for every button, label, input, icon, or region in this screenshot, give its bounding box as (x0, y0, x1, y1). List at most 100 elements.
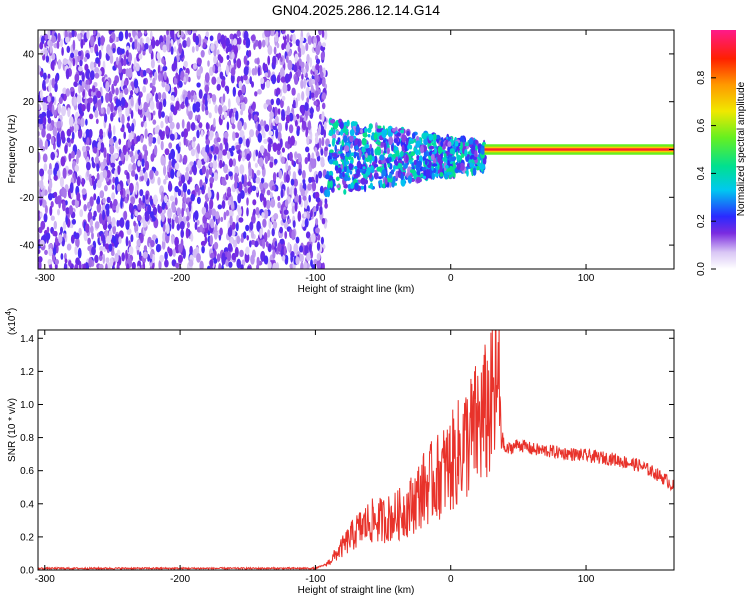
spectrogram-cell (120, 197, 123, 209)
spectrogram-cell (207, 60, 210, 67)
spectrogram-cell (321, 262, 325, 269)
spectrogram-cell (379, 179, 383, 188)
spectrogram-cell (264, 72, 268, 78)
spectrogram-cell (86, 137, 90, 146)
spectrogram-cell (144, 160, 150, 171)
spectrogram-cell (195, 35, 200, 46)
spectrogram-cell (394, 160, 399, 166)
spectrogram-cell (251, 81, 254, 88)
spectrogram-cell (226, 54, 230, 61)
spectrogram-cell (245, 246, 250, 256)
spectrogram-cell (209, 153, 213, 160)
spectrogram-cell (42, 79, 46, 90)
spectrogram-cell (364, 127, 368, 133)
spectrogram-cell (340, 144, 343, 153)
spectrogram-cell (174, 216, 179, 224)
spectrogram-cell (137, 203, 142, 210)
spectrogram-cell (310, 158, 316, 169)
spectrogram-cell (197, 114, 201, 121)
spectrogram-cell (211, 76, 217, 85)
spectrogram-cell (163, 34, 167, 43)
spectrogram-cell (287, 165, 291, 171)
spectrogram-cell (81, 72, 85, 82)
spectrogram-cell (297, 69, 301, 77)
spectrogram-cell (475, 145, 478, 152)
spectrogram-cell (305, 129, 308, 138)
spectrogram-cell (290, 178, 295, 186)
spectrogram-cell (48, 82, 52, 93)
spectrogram-cell (456, 163, 461, 170)
spectrogram-cell (236, 58, 242, 69)
spectrogram-cell (108, 123, 112, 134)
spectrogram-cell (162, 98, 167, 108)
spectrogram-cell (237, 120, 243, 131)
spectrogram-cell (254, 162, 258, 168)
spectrogram-cell (327, 179, 331, 189)
spectrogram-cell (328, 159, 334, 165)
spectrogram-cell (336, 130, 339, 135)
spectrogram-cell (71, 218, 76, 225)
spectrogram-cell (416, 154, 420, 161)
spectrogram-cell (219, 142, 223, 152)
spectrogram-cell (77, 55, 80, 63)
spectrogram-cell (226, 121, 230, 131)
spectrogram-y-label: Frequency (Hz) (7, 115, 18, 184)
spectrogram-cell (60, 226, 63, 234)
spectrogram-cell (158, 101, 163, 112)
spectrogram-cell (274, 240, 278, 248)
y-tick-label: -40 (20, 241, 35, 252)
spectrogram-cell (290, 135, 295, 146)
spectrogram-cell (50, 201, 54, 208)
spectrogram-cell (89, 129, 93, 139)
spectrogram-cell (250, 239, 256, 245)
spectrogram-cell (400, 150, 404, 158)
spectrogram-cell (350, 182, 355, 190)
spectrogram-cell (382, 183, 386, 189)
spectrogram-cell (380, 149, 384, 154)
spectrogram-cell (279, 238, 285, 245)
spectrogram-cell (409, 140, 415, 144)
spectrogram-cell (316, 252, 321, 261)
spectrogram-cell (106, 196, 111, 204)
spectrogram-cell (377, 125, 382, 129)
spectrogram-cell (225, 37, 230, 48)
spectrogram-cell (231, 51, 235, 60)
spectrogram-cell (81, 177, 85, 187)
spectrogram-cell (275, 30, 279, 37)
spectrogram-cell (168, 160, 172, 168)
spectrogram-cell (48, 243, 53, 249)
spectrogram-cell (411, 162, 415, 168)
spectrogram-cell (209, 35, 214, 42)
y-tick-label: 0.4 (20, 499, 34, 510)
svg-text:(x104): (x104) (4, 308, 18, 335)
spectrogram-cell (137, 265, 141, 269)
spectrogram-cell (465, 142, 470, 147)
spectrogram-cell (420, 173, 424, 178)
x-tick-label: -300 (35, 574, 55, 585)
spectrogram-cell (216, 191, 220, 201)
spectrogram-cell (116, 183, 121, 193)
spectrogram-cell (308, 176, 312, 184)
spectrogram-cell (46, 109, 51, 119)
spectrogram-cell (190, 193, 195, 202)
spectrogram-cell (447, 141, 452, 148)
spectrogram-cell (233, 45, 238, 55)
spectrogram-cell (91, 160, 95, 168)
spectrogram-cell (56, 195, 62, 204)
spectrogram-cell (228, 158, 233, 168)
snr-line (38, 330, 674, 570)
spectrogram-cell (58, 234, 63, 244)
spectrogram-cell (197, 57, 202, 66)
spectrogram-cell (279, 226, 283, 234)
spectrogram-cell (373, 172, 379, 180)
spectrogram-cell (47, 168, 53, 176)
spectrogram-cell (232, 158, 237, 167)
spectrogram-cell (46, 133, 52, 141)
spectrogram-cell (137, 31, 143, 38)
spectrogram-cell (415, 176, 422, 184)
spectrogram-cell (362, 154, 365, 161)
x-tick-label: -100 (305, 574, 325, 585)
spectrogram-cell (68, 153, 72, 162)
spectrogram-cell (76, 192, 81, 201)
spectrogram-cell (213, 258, 218, 264)
